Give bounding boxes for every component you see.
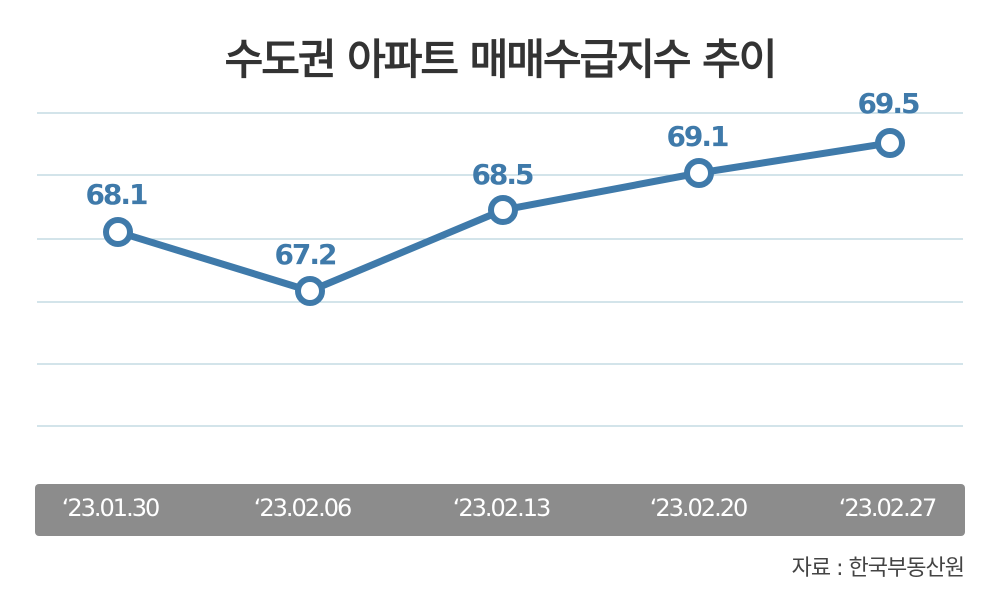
- x-tick-2: ‘23.02.06: [253, 494, 353, 522]
- x-axis-bar: ‘23.01.30 ‘23.02.06 ‘23.02.13 ‘23.02.20 …: [35, 484, 965, 536]
- x-tick-1: ‘23.01.30: [61, 494, 161, 522]
- marker-point-2: [295, 276, 325, 306]
- marker-point-4: [684, 158, 714, 188]
- x-tick-3: ‘23.02.13: [452, 494, 552, 522]
- data-label-1: 68.1: [85, 178, 147, 211]
- marker-point-1: [103, 217, 133, 247]
- data-label-2: 67.2: [274, 238, 336, 271]
- data-label-3: 68.5: [471, 158, 533, 191]
- data-label-4: 69.1: [666, 120, 728, 153]
- data-label-5: 69.5: [857, 87, 919, 120]
- marker-point-5: [875, 128, 905, 158]
- gridlines: [37, 112, 963, 427]
- x-tick-4: ‘23.02.20: [649, 494, 749, 522]
- source-note: 자료 : 한국부동산원: [791, 556, 965, 581]
- chart-title: 수도권 아파트 매매수급지수 추이: [224, 35, 778, 84]
- marker-point-3: [488, 195, 518, 225]
- x-tick-5: ‘23.02.27: [838, 494, 938, 522]
- data-markers: [103, 128, 905, 306]
